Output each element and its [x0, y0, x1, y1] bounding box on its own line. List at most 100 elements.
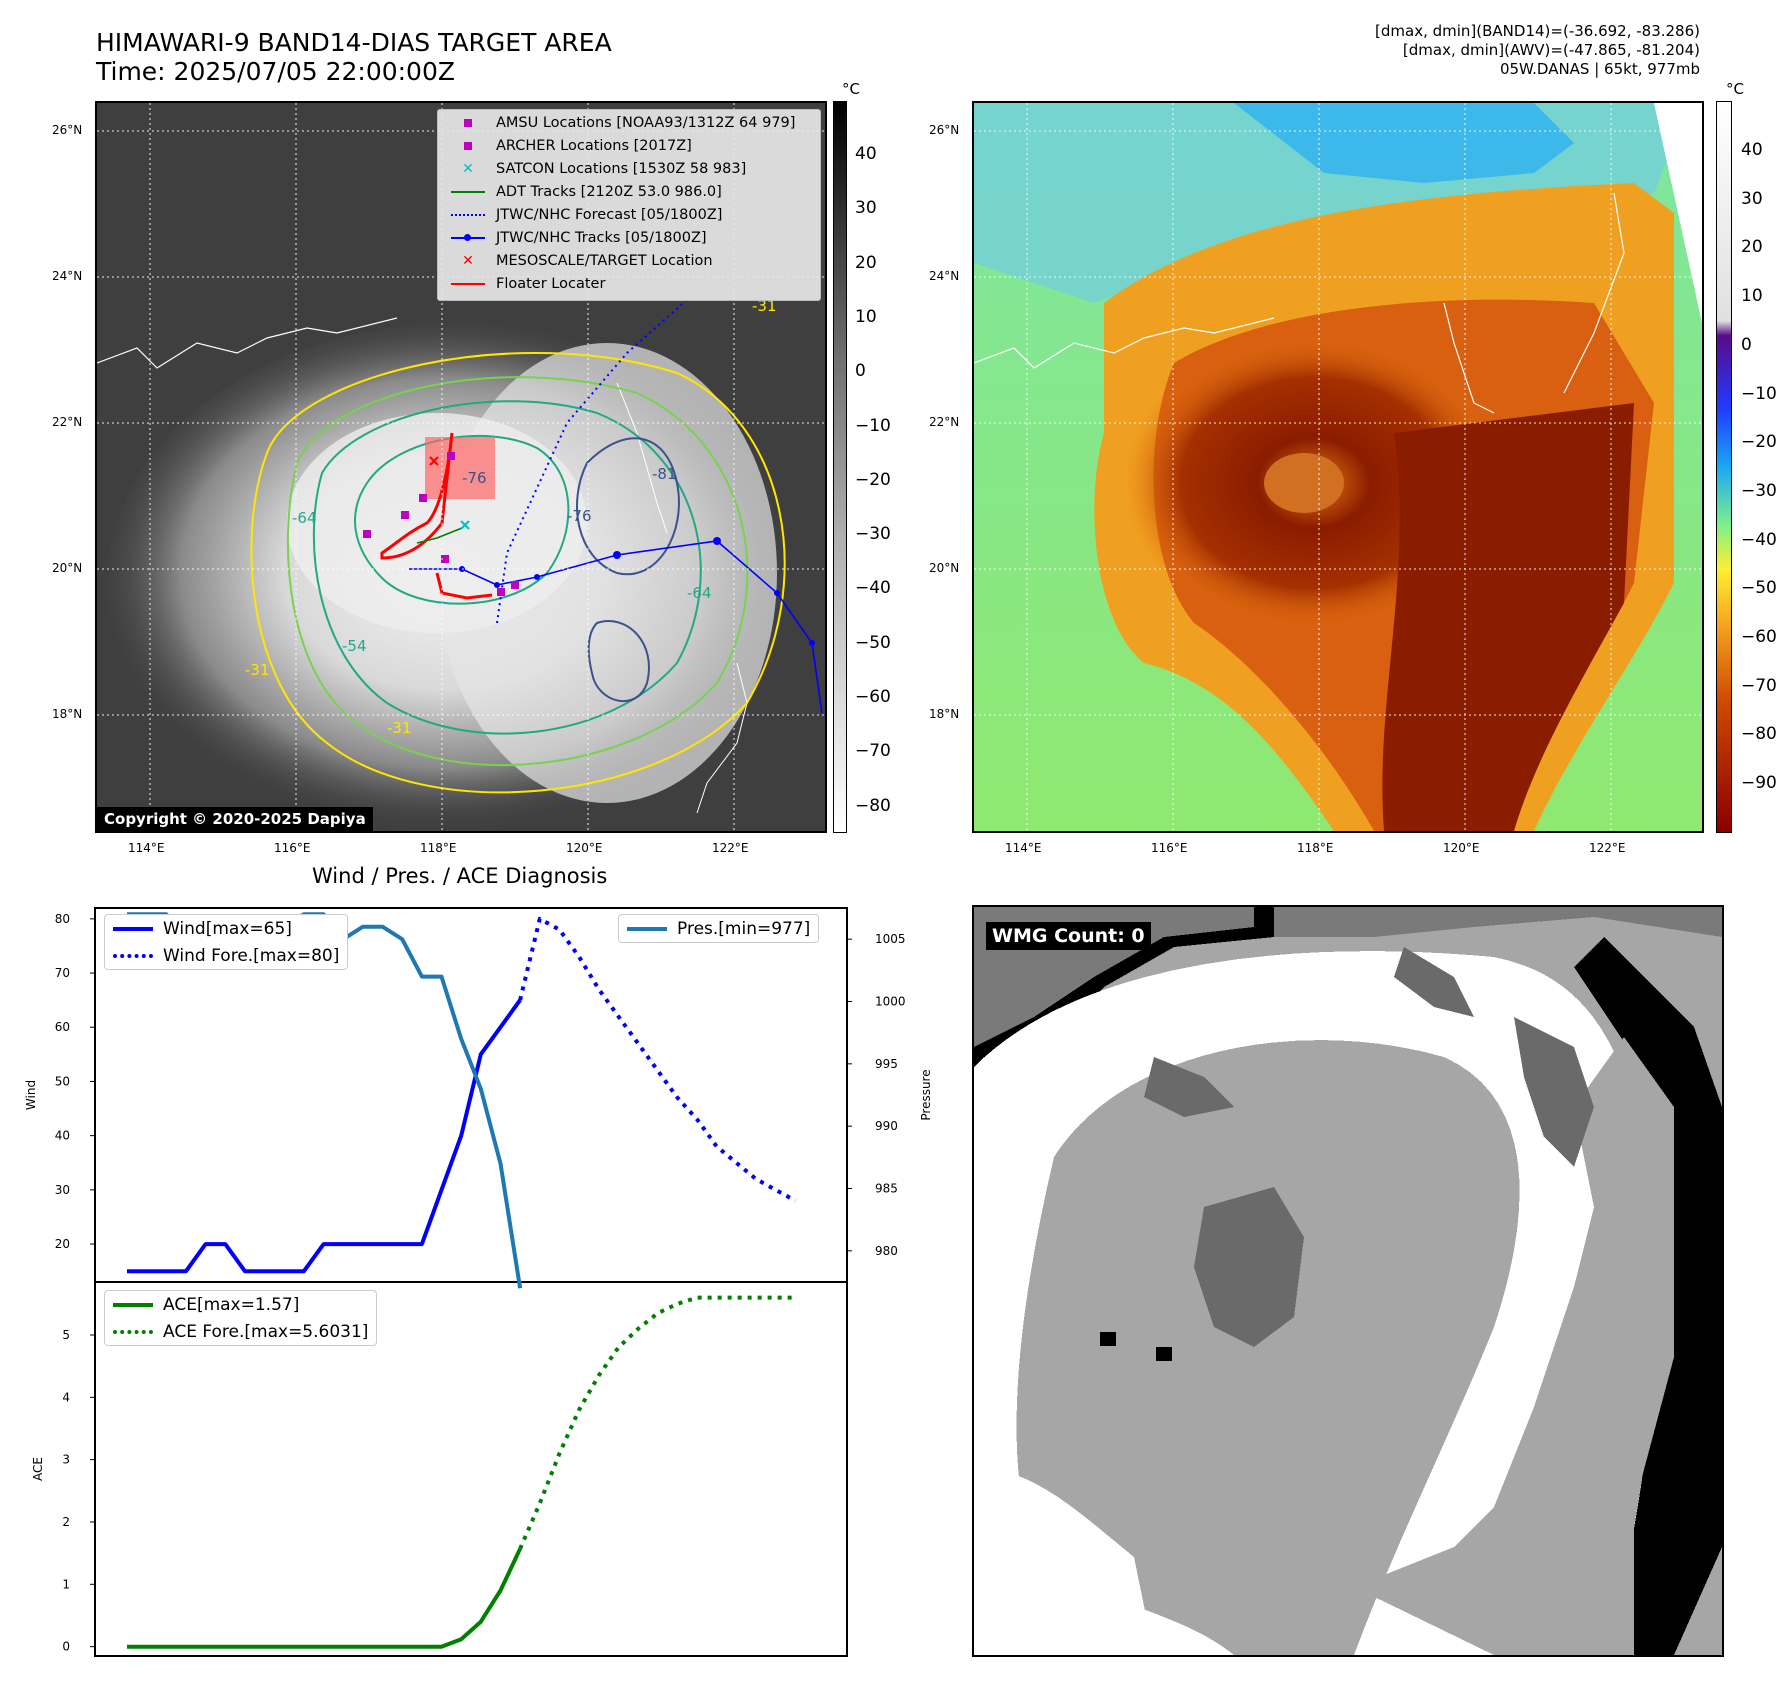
legend-satcon: ✕ SATCON Locations [1530Z 58 983] — [462, 161, 747, 177]
wv-colorbar-tick: −80 — [1741, 724, 1777, 745]
ir-colorbar-tick: −10 — [855, 415, 891, 436]
lon-label: 118°E — [420, 841, 457, 855]
y-tick-label: 5 — [62, 1328, 70, 1342]
lon-label: 116°E — [274, 841, 311, 855]
ir-colorbar-unit: °C — [842, 80, 860, 98]
figure-title: HIMAWARI-9 BAND14-DIAS TARGET AREA Time:… — [96, 28, 612, 86]
lat-label: 18°N — [929, 707, 960, 721]
y-tick-label: 3 — [62, 1453, 70, 1467]
ir-colorbar-tick: −60 — [855, 687, 891, 707]
contour-label: -81 — [652, 465, 677, 483]
legend-wind-forecast: Wind Fore.[max=80] — [105, 942, 347, 969]
y-tick-label: 995 — [875, 1057, 898, 1071]
series-line-2-0 — [127, 1547, 522, 1649]
wmg-panel: WMG Count: 0 — [972, 905, 1724, 1657]
ir-colorbar-tick: 0 — [855, 361, 866, 382]
wv-map-graphics — [974, 103, 1702, 831]
series-line-0-0 — [127, 998, 522, 1274]
ace-ylabel: ACE — [31, 1457, 45, 1481]
lon-label: 116°E — [1151, 841, 1188, 855]
lat-label: 22°N — [52, 415, 83, 429]
lon-label: 120°E — [566, 841, 603, 855]
ir-colorbar — [833, 101, 847, 833]
contour-label: -31 — [387, 719, 412, 737]
lat-label: 18°N — [52, 707, 83, 721]
wv-colorbar-tick: −30 — [1741, 480, 1777, 501]
wv-colorbar-tick: 10 — [1741, 286, 1763, 307]
lon-label: 122°E — [1589, 841, 1626, 855]
wv-colorbar-tick: −50 — [1741, 578, 1777, 599]
ir-colorbar-tick: −20 — [855, 469, 891, 490]
ir-colorbar-tick: −40 — [855, 578, 891, 599]
wv-colorbar-tick: 30 — [1741, 188, 1763, 209]
y-tick-label: 1 — [62, 1577, 70, 1591]
y-tick-label: 20 — [55, 1237, 70, 1251]
y-tick-label: 50 — [55, 1074, 70, 1088]
y-tick-label: 985 — [875, 1182, 898, 1196]
series-line-0-1 — [518, 916, 797, 1203]
wv-colorbar-tick: −70 — [1741, 675, 1777, 696]
y-tick-label: 40 — [55, 1129, 70, 1143]
y-tick-label: 70 — [55, 966, 70, 980]
y-tick-label: 990 — [875, 1119, 898, 1133]
copyright-label: Copyright © 2020-2025 Dapiya — [97, 807, 373, 831]
wv-colorbar-tick: −60 — [1741, 627, 1777, 647]
series-line-2-1 — [518, 1295, 796, 1550]
wv-colorbar-tick: 20 — [1741, 237, 1763, 258]
ir-colorbar-tick: −70 — [855, 741, 891, 762]
ir-legend: AMSU Locations [NOAA93/1312Z 64 979] ARC… — [437, 109, 821, 301]
wv-colorbar-tick: −10 — [1741, 383, 1777, 404]
legend-jtwc-forecast: JTWC/NHC Forecast [05/1800Z] — [450, 205, 722, 225]
legend-amsu: AMSU Locations [NOAA93/1312Z 64 979] — [450, 113, 795, 133]
y-tick-label: 60 — [55, 1020, 70, 1034]
lat-label: 24°N — [929, 269, 960, 283]
y-tick-label: 1005 — [875, 932, 906, 946]
ir-colorbar-tick: −50 — [855, 632, 891, 653]
legend-adt: ADT Tracks [2120Z 53.0 986.0] — [450, 182, 722, 202]
wv-colorbar-tick: 0 — [1741, 334, 1752, 355]
legend-ace: ACE[max=1.57] — [105, 1291, 376, 1318]
legend-wind: Wind[max=65] — [105, 915, 347, 942]
lon-label: 122°E — [712, 841, 749, 855]
y-tick-label: 1000 — [875, 995, 906, 1009]
lon-label: 114°E — [1005, 841, 1042, 855]
ir-colorbar-tick: 30 — [855, 198, 877, 219]
ir-satellite-map: -31 -64 -76 -81 -76 -64 -31 -54 -31 Copy… — [95, 101, 827, 833]
info-line-1: [dmax, dmin](BAND14)=(-36.692, -83.286) — [1375, 22, 1700, 40]
contour-label: -31 — [752, 297, 777, 315]
lon-label: 118°E — [1297, 841, 1334, 855]
info-line-2: [dmax, dmin](AWV)=(-47.865, -81.204) — [1402, 41, 1700, 59]
contour-label: -54 — [342, 637, 367, 655]
ir-colorbar-tick: 20 — [855, 252, 877, 273]
y-tick-label: 4 — [62, 1390, 70, 1404]
contour-label: -76 — [567, 507, 592, 525]
wmg-count-label: WMG Count: 0 — [986, 922, 1151, 950]
ir-colorbar-tick: 10 — [855, 306, 877, 327]
contour-label: -64 — [687, 584, 712, 602]
lat-label: 20°N — [929, 561, 960, 575]
lon-label: 114°E — [128, 841, 165, 855]
legend-mesoscale: ✕ MESOSCALE/TARGET Location — [462, 253, 713, 269]
wv-colorbar-unit: °C — [1726, 80, 1744, 98]
legend-floater: Floater Locater — [450, 274, 605, 294]
wv-satellite-map — [972, 101, 1704, 833]
y-tick-label: 980 — [875, 1244, 898, 1258]
wv-colorbar-tick: −90 — [1741, 773, 1777, 794]
y-tick-label: 0 — [62, 1640, 70, 1654]
pressure-ylabel: Pressure — [919, 1069, 933, 1120]
wv-colorbar-tick: −40 — [1741, 529, 1777, 550]
legend-archer: ARCHER Locations [2017Z] — [450, 136, 692, 156]
wv-colorbar-tick: −20 — [1741, 432, 1777, 453]
contour-label: -64 — [292, 509, 317, 527]
ir-colorbar-tick: 40 — [855, 144, 877, 164]
title-line-1: HIMAWARI-9 BAND14-DIAS TARGET AREA — [96, 28, 612, 57]
contour-label: -76 — [462, 469, 487, 487]
wind-legend: Wind[max=65] Wind Fore.[max=80] — [104, 914, 349, 970]
y-tick-label: 30 — [55, 1183, 70, 1197]
legend-pressure: Pres.[min=977] — [619, 915, 818, 942]
y-tick-label: 80 — [55, 912, 70, 926]
ir-colorbar-tick: −30 — [855, 524, 891, 545]
lat-label: 26°N — [52, 123, 83, 137]
series-line-1-0 — [127, 912, 523, 1289]
legend-ace-forecast: ACE Fore.[max=5.6031] — [105, 1318, 376, 1345]
